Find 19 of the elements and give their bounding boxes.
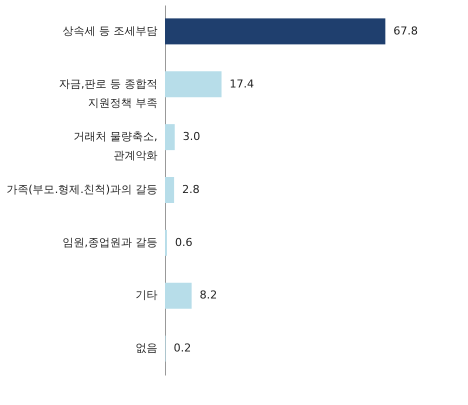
bar	[165, 282, 192, 309]
data-label: 3.0	[182, 130, 200, 144]
bar	[165, 124, 175, 150]
bar	[165, 177, 174, 203]
y-tick-label: 거래처 물량축소, 관계악화	[74, 130, 158, 162]
y-tick-label: 기타	[136, 288, 158, 302]
y-tick-label: 가족(부모.형제.친척)과의 갈등	[6, 183, 158, 196]
data-label: 0.2	[174, 342, 192, 355]
y-tick-label: 없음	[136, 342, 158, 355]
data-label: 8.2	[200, 288, 218, 302]
data-label: 0.6	[174, 236, 192, 249]
bar	[165, 71, 222, 98]
y-tick-label: 상속세 등 조세부담	[62, 24, 158, 38]
data-label: 17.4	[230, 77, 254, 90]
data-label: 2.8	[182, 183, 200, 196]
bar	[165, 18, 386, 44]
data-label: 67.8	[393, 24, 418, 38]
y-tick-label: 자금,판로 등 종합적 지원정책 부족	[59, 77, 158, 110]
y-tick-label: 임원,종업원과 갈등	[62, 236, 158, 249]
